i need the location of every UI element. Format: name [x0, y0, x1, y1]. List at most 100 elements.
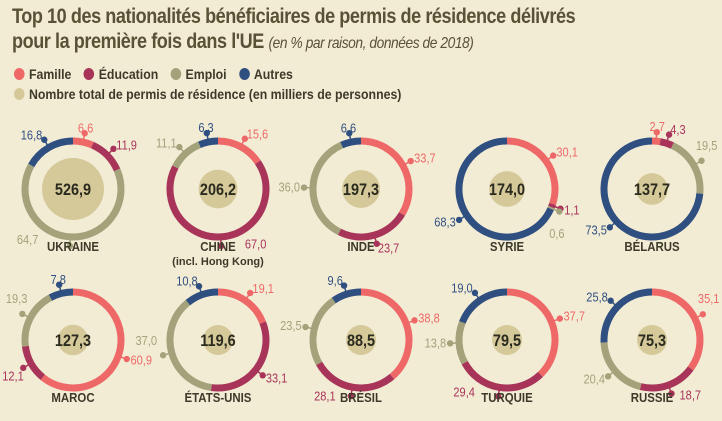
donut-segment	[331, 288, 362, 304]
label-dot	[495, 393, 502, 400]
total-bubble	[203, 325, 233, 355]
label-dot	[123, 355, 130, 363]
label-dot	[246, 289, 254, 297]
label-dot	[606, 224, 614, 231]
value-label: 2,7	[649, 119, 665, 134]
label-dot	[556, 315, 564, 322]
total-value: 75,3	[638, 332, 666, 350]
value-label: 33,1	[266, 371, 288, 386]
label-dot	[549, 152, 557, 159]
country-name: MAROC	[51, 390, 94, 405]
donut-segment	[166, 160, 270, 241]
total-value: 88,5	[347, 332, 375, 350]
value-label: 60,9	[130, 353, 152, 368]
label-dot	[195, 283, 203, 290]
label-dot	[407, 157, 414, 165]
donut-segment	[309, 141, 344, 236]
label-dot	[446, 340, 454, 347]
country-name: CHINE	[200, 239, 236, 254]
label-dot	[218, 242, 225, 250]
chart-title: Top 10 des nationalités bénéficiaires de…	[12, 4, 576, 56]
label-dot	[159, 352, 167, 359]
total-bubble	[346, 325, 376, 355]
value-label: 6,6	[341, 120, 357, 135]
donut-segment	[21, 345, 46, 381]
total-bubble	[198, 169, 238, 209]
total-value: 127,3	[55, 332, 91, 350]
value-label: 6,3	[198, 120, 214, 135]
donut-segment	[185, 288, 219, 306]
value-label: 33,7	[414, 151, 436, 166]
donut-segment	[459, 288, 508, 324]
label-dot	[19, 310, 26, 318]
value-label: 25,8	[586, 289, 608, 304]
value-label: 67,0	[245, 237, 267, 252]
label-dot	[66, 242, 74, 250]
label-dot	[653, 129, 661, 136]
label-dot	[668, 390, 675, 397]
donut-segment	[659, 138, 674, 149]
value-label: 16,8	[21, 128, 43, 143]
legend-item-total: Nombre total de permis de résidence (en …	[14, 86, 401, 102]
total-bubble	[636, 173, 668, 205]
value-label: 11,9	[116, 137, 137, 152]
total-value: 137,7	[634, 181, 670, 199]
label-dot	[346, 130, 353, 137]
total-bubble	[342, 170, 380, 208]
label-dot	[259, 372, 266, 379]
donut-segment	[547, 205, 555, 211]
donut-segment	[21, 294, 53, 347]
total-value: 79,5	[493, 332, 521, 350]
legend-label: Éducation	[98, 66, 159, 82]
country-name: BÉLARUS	[624, 238, 679, 254]
country-name: INDE	[347, 239, 374, 254]
total-value: 206,2	[200, 181, 236, 199]
value-label: 29,4	[453, 385, 475, 400]
donut-segment	[455, 137, 554, 241]
value-label: 10,8	[176, 274, 198, 289]
value-label: 9,6	[328, 273, 344, 288]
legend: Famille Éducation Emploi Autres Nombre tota…	[14, 64, 414, 104]
value-label: 11,1	[156, 136, 177, 151]
donut-segment	[210, 321, 270, 392]
donut-segment	[40, 288, 125, 392]
value-label: 73,5	[585, 223, 607, 238]
country-name: ÉTATS-UNIS	[185, 389, 252, 405]
donut-segment	[600, 342, 642, 391]
legend-item: Autres	[238, 66, 293, 82]
legend-label: Nombre total de permis de résidence (en …	[28, 86, 402, 102]
label-dot	[347, 392, 355, 400]
label-dot	[241, 135, 249, 142]
donut-segment	[337, 212, 405, 241]
total-bubble	[42, 158, 104, 220]
subtitle: (en % par raison, données de 2018)	[268, 35, 474, 52]
total-bubble	[489, 171, 525, 207]
label-dot	[471, 289, 479, 297]
country-name: UKRAINE	[47, 239, 99, 254]
label-dot	[411, 317, 418, 324]
value-label: 37,0	[136, 333, 158, 348]
total-bubble	[57, 324, 89, 356]
value-label: 28,1	[314, 389, 336, 404]
donut-segment	[72, 137, 94, 149]
label-dot	[455, 216, 463, 224]
legend-item: Famille	[14, 66, 71, 82]
donut-segment	[506, 288, 559, 377]
legend-swatch	[238, 68, 250, 80]
donut-segment	[600, 137, 704, 241]
value-label: 23,7	[378, 241, 400, 256]
legend-label: Emploi	[185, 66, 227, 82]
donut-segment	[309, 297, 336, 366]
label-dot	[698, 157, 705, 164]
label-dot	[373, 240, 380, 247]
label-dot	[665, 131, 673, 138]
donut-segment	[506, 137, 559, 206]
value-label: 7,8	[51, 272, 67, 287]
value-label: 19,5	[696, 138, 718, 153]
donut-segment	[651, 137, 661, 146]
country-name: RUSSIE	[631, 390, 674, 405]
donut-segment	[198, 137, 219, 148]
label-dot	[699, 311, 707, 318]
total-value: 174,0	[489, 181, 525, 199]
